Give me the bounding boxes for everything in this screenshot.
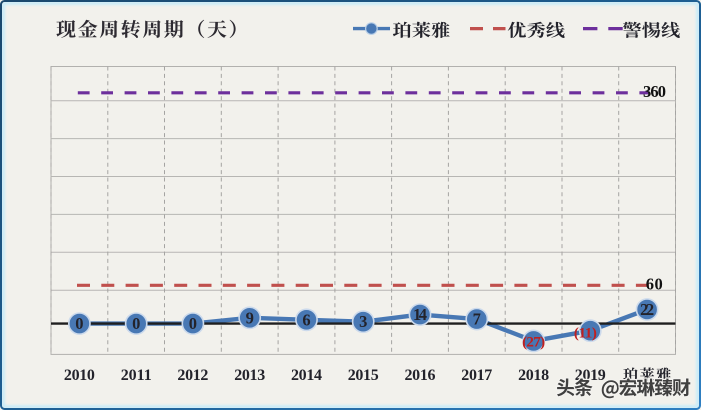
svg-text:2014: 2014 (291, 367, 322, 384)
svg-text:2010: 2010 (64, 367, 95, 384)
svg-text:2013: 2013 (234, 367, 265, 384)
svg-text:2011: 2011 (121, 367, 152, 384)
svg-text:2015: 2015 (348, 367, 379, 384)
svg-text:2012: 2012 (177, 367, 208, 384)
svg-text:(27): (27) (522, 334, 545, 350)
svg-text:2017: 2017 (461, 367, 492, 384)
svg-text:0: 0 (132, 314, 140, 333)
svg-text:6: 6 (302, 310, 310, 329)
svg-text:2016: 2016 (405, 367, 436, 384)
svg-text:(11): (11) (574, 326, 597, 342)
svg-text:14: 14 (413, 305, 427, 324)
svg-text:60: 60 (646, 274, 663, 293)
svg-text:22: 22 (640, 300, 654, 319)
svg-text:7: 7 (473, 310, 481, 329)
svg-text:2018: 2018 (518, 367, 549, 384)
svg-text:0: 0 (75, 314, 83, 333)
svg-text:0: 0 (189, 314, 197, 333)
svg-text:360: 360 (643, 82, 666, 101)
svg-text:3: 3 (359, 312, 367, 331)
svg-text:9: 9 (246, 308, 254, 327)
